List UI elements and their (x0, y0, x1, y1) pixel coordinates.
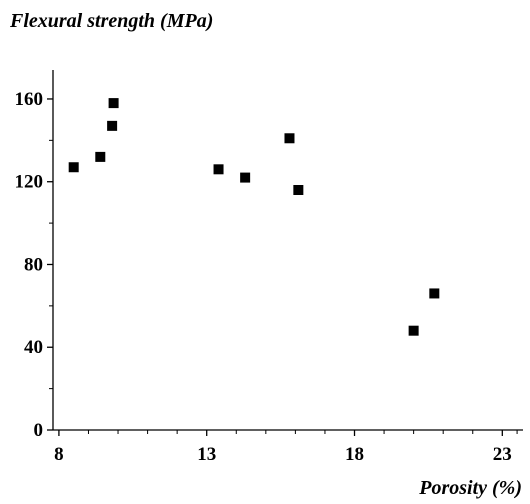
x-axis-title: Porosity (%) (419, 477, 522, 499)
y-tick-label: 160 (15, 89, 44, 110)
x-tick-label: 8 (54, 444, 64, 465)
data-point (108, 98, 119, 109)
data-point (429, 288, 440, 299)
data-point (408, 325, 419, 336)
data-point (213, 164, 224, 175)
x-tick-label: 18 (345, 444, 364, 465)
y-axis-title: Flexural strength (MPa) (10, 10, 214, 32)
x-tick-label: 23 (493, 444, 512, 465)
y-tick-label: 80 (24, 254, 43, 275)
data-point (95, 151, 106, 162)
data-point (240, 172, 251, 183)
data-point (284, 133, 295, 144)
data-point (68, 162, 79, 173)
y-tick-label: 40 (24, 337, 43, 358)
x-tick-label: 13 (197, 444, 216, 465)
y-tick-label: 0 (34, 420, 44, 441)
data-point (293, 185, 304, 195)
data-point (107, 120, 118, 131)
y-tick-label: 120 (15, 172, 44, 193)
